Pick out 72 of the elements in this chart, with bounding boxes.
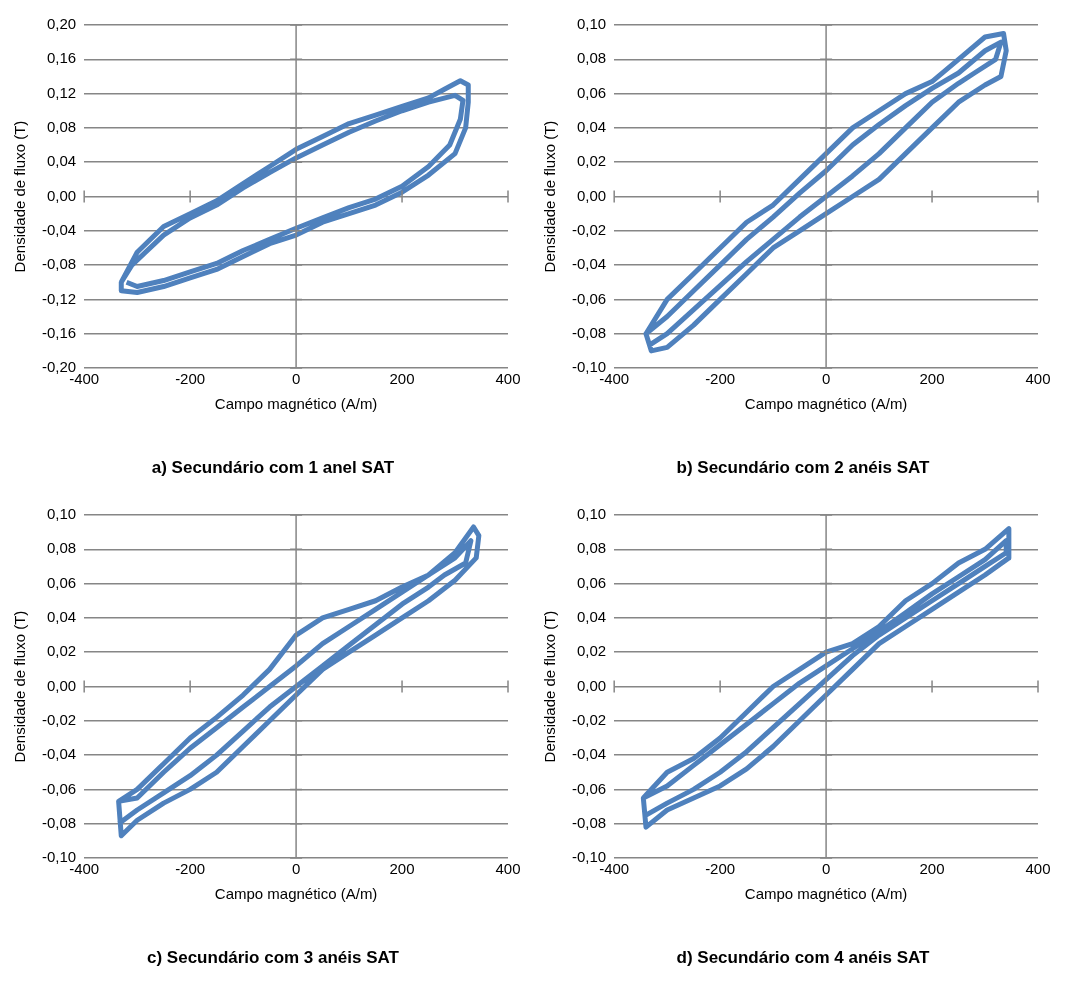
y-tick-label: 0,00 xyxy=(46,186,77,204)
y-tick-label: 0,08 xyxy=(576,49,607,67)
y-tick-label: -0,10 xyxy=(571,848,607,866)
text: d) Secundário com 4 anéis SAT xyxy=(675,948,931,968)
x-tick-label: 0 xyxy=(291,370,301,388)
x-tick-label: 0 xyxy=(821,860,831,878)
y-tick-label: 0,10 xyxy=(46,505,77,523)
y-tick-label: -0,08 xyxy=(41,255,77,273)
y-tick-label: 0,00 xyxy=(576,676,607,694)
y-tick-label: 0,04 xyxy=(46,608,77,626)
x-axis-title: Campo magnético (A/m) xyxy=(744,885,908,903)
y-tick-label: 0,02 xyxy=(576,642,607,660)
y-axis-title: Densidade de fluxo (T) xyxy=(541,610,559,763)
y-tick-label: 0,00 xyxy=(46,676,77,694)
x-tick-label: -200 xyxy=(705,370,736,388)
y-tick-label: -0,08 xyxy=(41,813,77,831)
y-tick-label: -0,04 xyxy=(571,255,607,273)
y-tick-label: -0,02 xyxy=(571,220,607,238)
y-tick-label: -0,06 xyxy=(571,289,607,307)
y-tick-label: 0,06 xyxy=(576,573,607,591)
x-tick-label: -200 xyxy=(175,860,206,878)
y-tick-label: -0,02 xyxy=(571,710,607,728)
y-tick-label: 0,04 xyxy=(576,118,607,136)
y-tick-label: 0,16 xyxy=(46,49,77,67)
y-tick-label: 0,02 xyxy=(46,642,77,660)
y-tick-label: 0,08 xyxy=(576,539,607,557)
text: b) Secundário com 2 anéis SAT xyxy=(675,458,931,478)
y-tick-label: -0,04 xyxy=(41,220,77,238)
y-tick-label: 0,06 xyxy=(576,83,607,101)
x-axis-title: Campo magnético (A/m) xyxy=(214,395,378,413)
x-axis-title: Campo magnético (A/m) xyxy=(744,395,908,413)
x-tick-label: 0 xyxy=(821,370,831,388)
y-axis-title: Densidade de fluxo (T) xyxy=(11,610,29,763)
x-tick-label: 400 xyxy=(1025,370,1051,388)
y-tick-label: 0,02 xyxy=(576,152,607,170)
y-axis-title: Densidade de fluxo (T) xyxy=(11,120,29,273)
x-tick-label: 200 xyxy=(919,370,945,388)
y-tick-label: 0,10 xyxy=(576,505,607,523)
y-tick-label: 0,10 xyxy=(576,15,607,33)
x-tick-label: 0 xyxy=(291,860,301,878)
y-tick-label: 0,20 xyxy=(46,15,77,33)
y-tick-label: -0,10 xyxy=(571,358,607,376)
y-tick-label: -0,20 xyxy=(41,358,77,376)
y-tick-label: 0,12 xyxy=(46,83,77,101)
y-tick-label: -0,08 xyxy=(571,323,607,341)
y-tick-label: 0,08 xyxy=(46,118,77,136)
text: c) Secundário com 3 anéis SAT xyxy=(146,948,400,968)
x-tick-label: 200 xyxy=(389,860,415,878)
y-axis-title: Densidade de fluxo (T) xyxy=(541,120,559,273)
y-tick-label: -0,06 xyxy=(41,779,77,797)
x-tick-label: 200 xyxy=(389,370,415,388)
y-tick-label: -0,02 xyxy=(41,710,77,728)
x-tick-label: 400 xyxy=(495,860,521,878)
y-tick-label: 0,04 xyxy=(576,608,607,626)
y-tick-label: 0,06 xyxy=(46,573,77,591)
x-tick-label: 400 xyxy=(1025,860,1051,878)
y-tick-label: -0,04 xyxy=(41,745,77,763)
x-tick-label: 400 xyxy=(495,370,521,388)
y-tick-label: -0,04 xyxy=(571,745,607,763)
x-tick-label: -200 xyxy=(175,370,206,388)
y-tick-label: -0,12 xyxy=(41,289,77,307)
x-tick-label: -200 xyxy=(705,860,736,878)
y-tick-label: -0,08 xyxy=(571,813,607,831)
y-tick-label: 0,04 xyxy=(46,152,77,170)
x-axis-title: Campo magnético (A/m) xyxy=(214,885,378,903)
y-tick-label: -0,16 xyxy=(41,323,77,341)
y-tick-label: 0,00 xyxy=(576,186,607,204)
y-tick-label: 0,08 xyxy=(46,539,77,557)
x-tick-label: 200 xyxy=(919,860,945,878)
text: a) Secundário com 1 anel SAT xyxy=(150,458,396,478)
y-tick-label: -0,10 xyxy=(41,848,77,866)
y-tick-label: -0,06 xyxy=(571,779,607,797)
